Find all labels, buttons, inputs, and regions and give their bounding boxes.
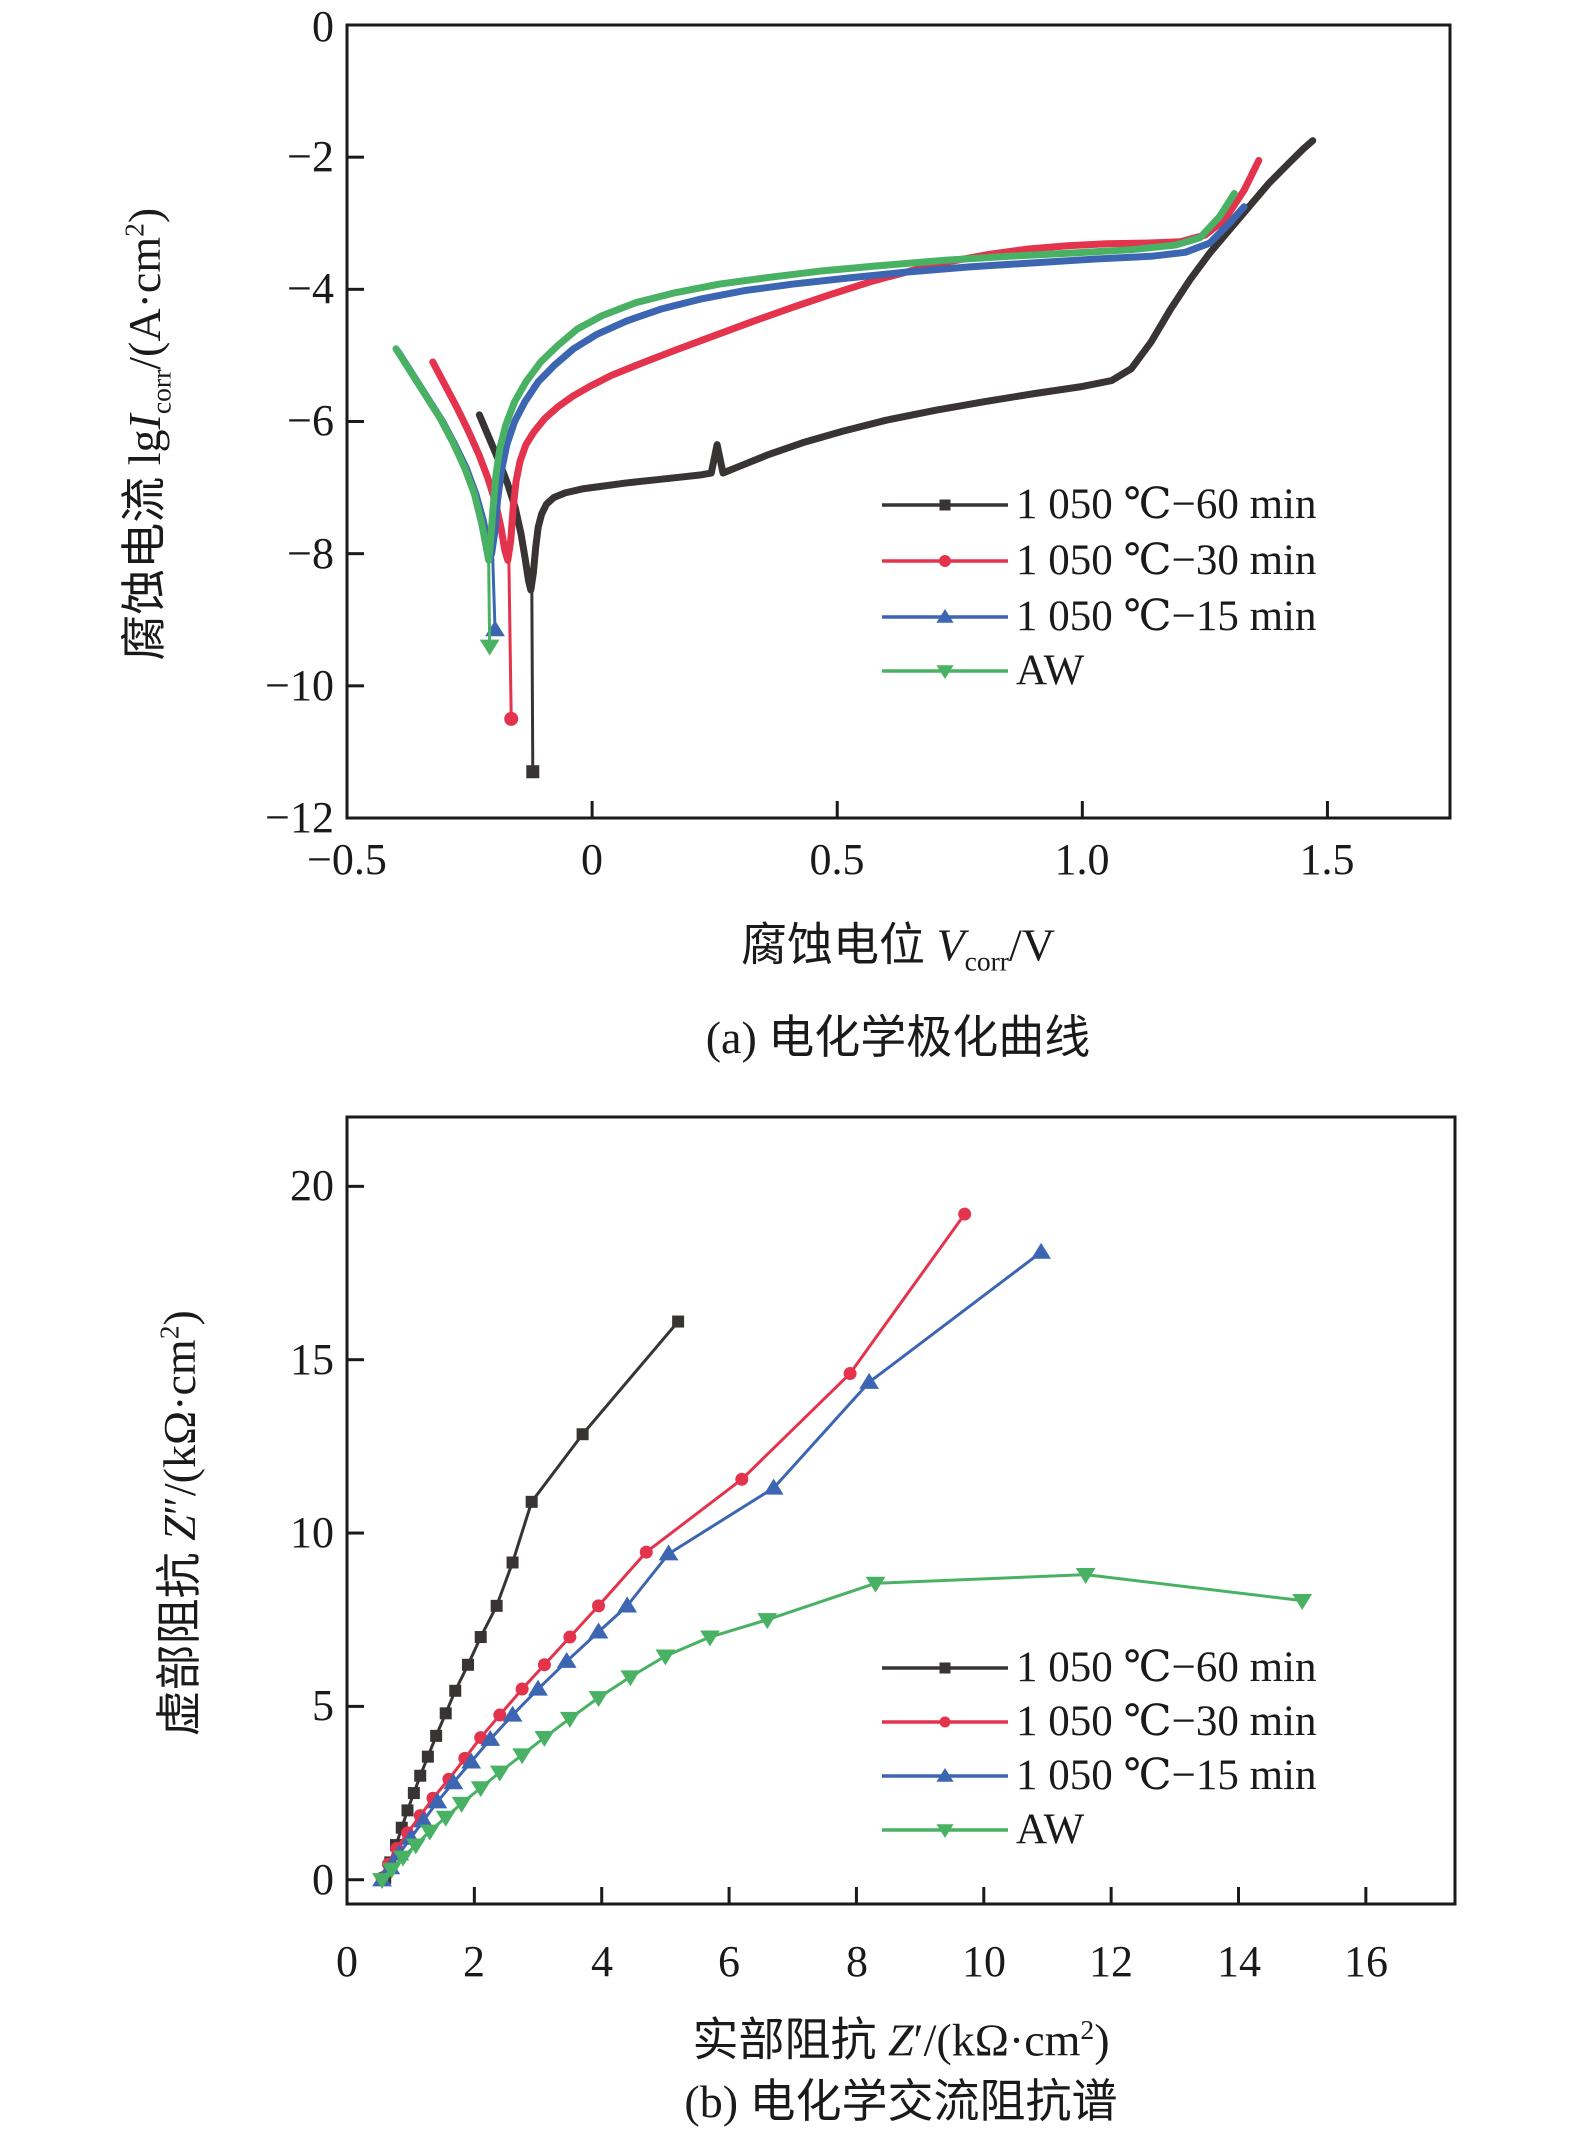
chart-b-y-tick: 20 — [290, 1161, 334, 1210]
chart-a-y-tick: −10 — [265, 661, 334, 710]
chart-b-y-axis-title: 虚部阻抗 Z″/(kΩ·cm2) — [153, 1310, 206, 1737]
legend-line-marker-icon — [882, 1824, 1008, 1839]
legend-label: 1 050 ℃−30 min — [1016, 537, 1317, 584]
legend-line-marker-icon — [882, 499, 1008, 511]
chart-a-x-axis-title: 腐蚀电位 Vcorr/V — [740, 919, 1056, 977]
legend-label: 1 050 ℃−60 min — [1016, 481, 1317, 528]
chart-b-x-tick: 6 — [718, 1937, 740, 1986]
legend-label: 1 050 ℃−30 min — [1016, 1698, 1317, 1745]
legend-line-marker-icon — [882, 665, 1008, 680]
chart-a-x-tick: 1.5 — [1299, 835, 1355, 884]
chart-a-x-tick: 0.5 — [809, 835, 865, 884]
chart-a-x-tick: 1.0 — [1054, 835, 1110, 884]
chart-a-legend-item-60min: 1 050 ℃−60 min — [880, 479, 1317, 531]
legend-line-marker-icon — [882, 1716, 1008, 1728]
chart-b-x-tick: 12 — [1089, 1937, 1133, 1986]
chart-a-y-tick: −4 — [287, 264, 334, 313]
legend-line-marker-icon — [882, 608, 1008, 623]
chart-a-y-tick: −2 — [287, 132, 334, 181]
chart-b-x-axis-title: 实部阻抗 Z′/(kΩ·cm2) — [692, 2014, 1110, 2066]
chart-b-x-tick: 10 — [962, 1937, 1006, 1986]
legend-line-marker-icon — [882, 1662, 1008, 1674]
chart-b-x-tick: 4 — [591, 1937, 613, 1986]
chart-b-x-tick: 0 — [336, 1937, 358, 1986]
chart-a-legend-item-aw: AW — [880, 645, 1084, 697]
chart-b-y-tick: 0 — [312, 1855, 334, 1904]
chart-a-x-tick: −0.5 — [307, 835, 387, 884]
chart-b-legend-item-15min: 1 050 ℃−15 min — [880, 1750, 1317, 1802]
chart-b-x-tick: 8 — [846, 1937, 868, 1986]
chart-b-y-tick: 10 — [290, 1508, 334, 1557]
chart-b-y-tick: 15 — [290, 1335, 334, 1384]
chart-a-y-tick: −8 — [287, 529, 334, 578]
legend-label: 1 050 ℃−15 min — [1016, 1752, 1317, 1799]
chart-b-legend-item-60min: 1 050 ℃−60 min — [880, 1642, 1317, 1694]
chart-a-y-tick: −12 — [265, 793, 334, 842]
chart-a-legend-item-15min: 1 050 ℃−15 min — [880, 591, 1317, 643]
chart-a-caption: (a) 电化学极化曲线 — [705, 1012, 1091, 1063]
chart-a-x-tick: 0 — [581, 835, 603, 884]
chart-b-caption: (b) 电化学交流阻抗谱 — [684, 2076, 1118, 2127]
chart-b-x-tick: 16 — [1344, 1937, 1388, 1986]
chart-b-legend-item-aw: AW — [880, 1804, 1084, 1856]
legend-label: AW — [1016, 647, 1085, 694]
chart-a-legend-item-30min: 1 050 ℃−30 min — [880, 535, 1317, 587]
legend-label: 1 050 ℃−60 min — [1016, 1644, 1317, 1691]
chart-b-x-tick: 2 — [463, 1937, 485, 1986]
chart-b-legend-item-30min: 1 050 ℃−30 min — [880, 1696, 1317, 1748]
legend-label: 1 050 ℃−15 min — [1016, 593, 1317, 640]
chart-a-y-tick: −6 — [287, 396, 334, 445]
chart-b-y-tick: 5 — [312, 1681, 334, 1730]
legend-label: AW — [1016, 1806, 1085, 1853]
chart-b-x-tick: 14 — [1217, 1937, 1261, 1986]
legend-line-marker-icon — [882, 1767, 1008, 1782]
chart-a-y-tick: 0 — [312, 2, 334, 51]
legend-line-marker-icon — [882, 555, 1008, 567]
